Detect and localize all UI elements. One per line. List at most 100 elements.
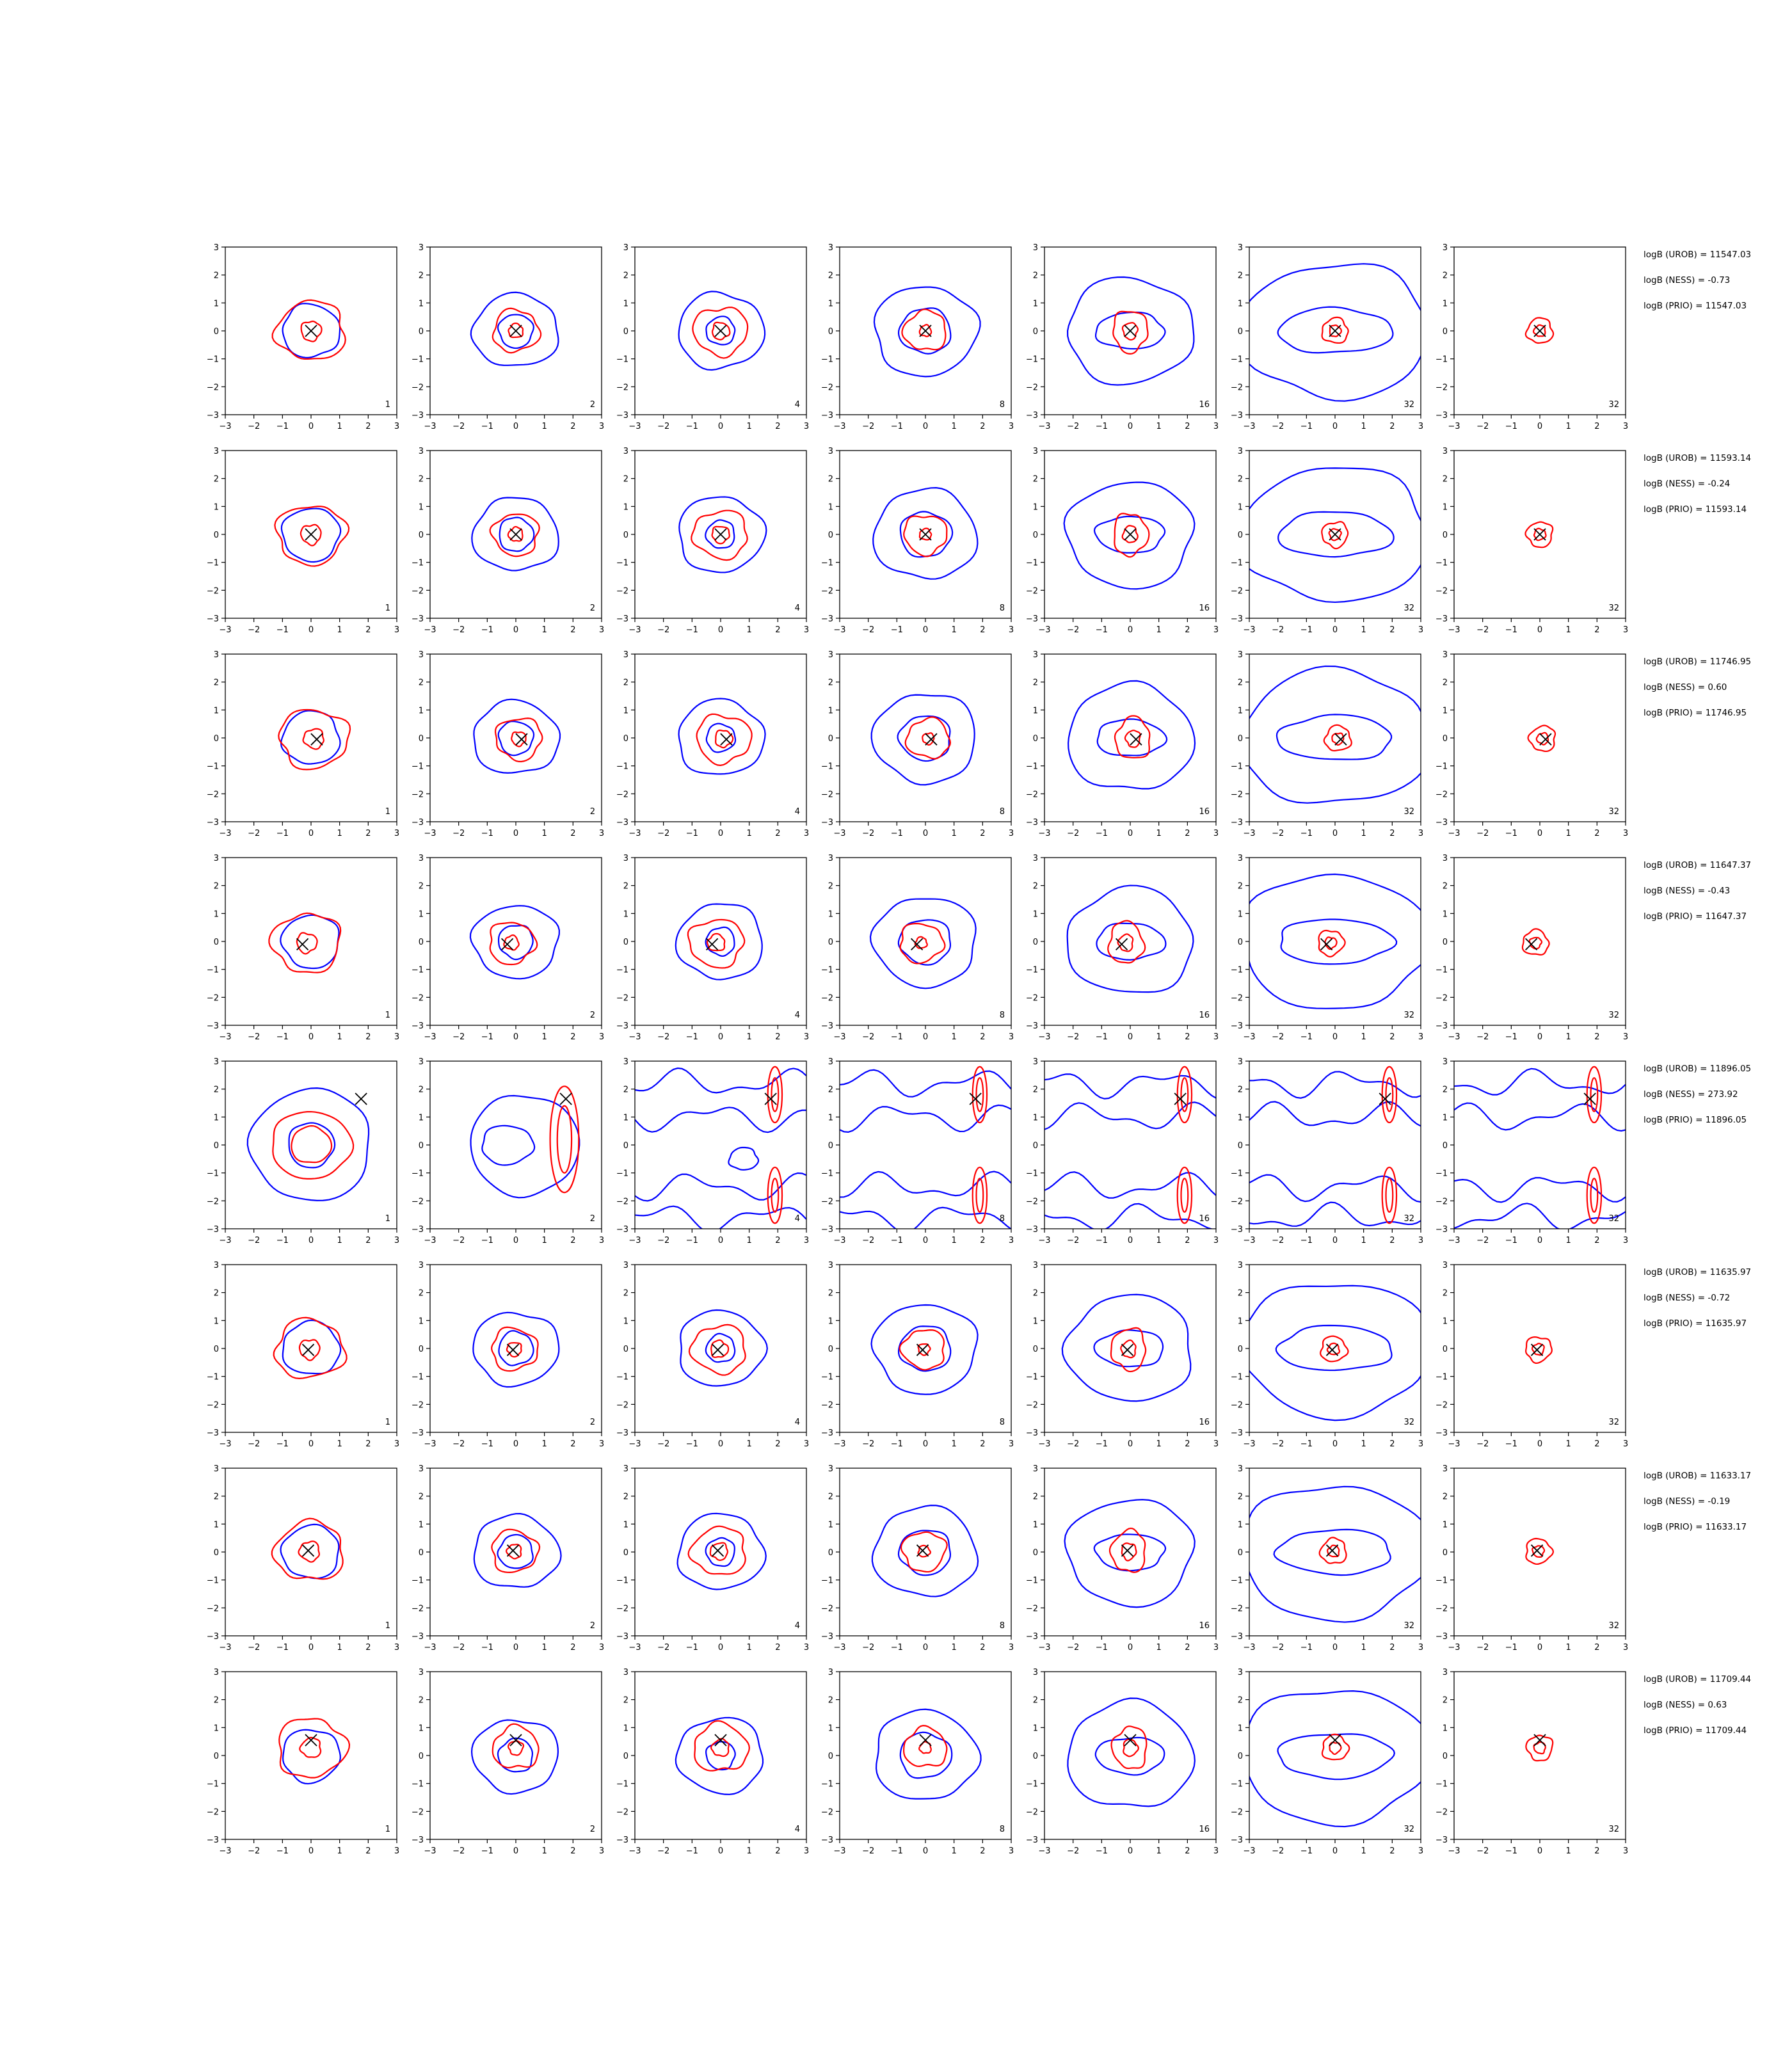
axes-frame [1453,857,1626,1026]
red-contour [771,1077,780,1112]
red-contour [1385,1077,1394,1112]
plot-area [872,487,979,580]
y-tick-label: 0 [1033,1752,1038,1761]
x-tick-label: −3 [833,422,845,431]
y-tick-label: 1 [1443,502,1448,512]
x-tick-label: 3 [1213,625,1219,635]
y-tick-label: 0 [1033,1548,1038,1558]
plot-area [1521,928,1550,956]
y-tick-label: 0 [214,1752,219,1761]
red-contour [299,1736,322,1758]
x-tick-label: −3 [1243,1236,1255,1245]
panel-r8-c2: −3−3 −2 −2 −1 −1 0 0 1 1 2 2 3 3 2 [412,1668,604,1856]
plot-area [274,506,350,567]
stat-line: logB (NESS) = -0.43 [1644,886,1731,896]
y-tick-label: −2 [1026,383,1038,392]
y-tick-label: 3 [419,243,424,253]
red-contour [694,1720,750,1772]
x-tick-label: 2 [1185,625,1190,635]
x-tick-label: −3 [1038,1032,1050,1042]
y-tick-label: 3 [419,1464,424,1474]
red-contour [692,307,749,359]
red-contour [904,716,952,760]
panel-r1-c7: −3−3 −2 −2 −1 −1 0 0 1 1 2 2 3 3 32 [1436,243,1628,431]
true-position-marker [1320,938,1333,951]
y-tick-label: −1 [1436,559,1448,568]
y-tick-label: −3 [821,1836,833,1845]
x-tick-label: 1 [337,1439,342,1449]
true-position-marker [310,733,323,746]
blue-contour [840,1069,1011,1098]
true-position-marker [916,1343,929,1356]
red-contour [503,934,520,951]
stat-line: logB (PRIO) = 11633.17 [1644,1522,1747,1532]
x-tick-label: −3 [424,829,436,838]
axes-frame [634,653,807,822]
red-contour [274,506,350,567]
red-contour [899,922,946,964]
y-tick-label: 3 [419,447,424,456]
axes-frame [429,653,602,822]
y-tick-label: −2 [207,1400,219,1410]
x-tick-label: 2 [775,1439,780,1449]
x-tick-label: 2 [570,1439,575,1449]
y-tick-label: 2 [419,1492,424,1502]
axes-frame [225,1671,397,1840]
x-tick-label: −3 [1448,1236,1460,1245]
x-tick-label: 1 [1361,1643,1366,1652]
y-tick-label: −3 [1231,818,1243,828]
x-tick-label: −3 [1448,829,1460,838]
x-tick-label: 1 [1156,829,1162,838]
y-tick-label: −2 [207,790,219,799]
x-tick-label: 3 [1213,1439,1219,1449]
red-contour [1535,732,1549,746]
x-tick-label: 3 [394,1032,399,1042]
y-tick-label: 0 [214,1141,219,1151]
red-contour [1318,1537,1347,1564]
red-contour [1108,1527,1146,1573]
plot-area [1061,1293,1192,1402]
y-tick-label: −3 [1026,411,1038,420]
axes-frame [839,1264,1012,1433]
red-contour [298,1540,320,1563]
x-tick-label: −3 [833,1032,845,1042]
x-tick-label: −1 [1505,1236,1517,1245]
y-tick-label: −1 [207,1169,219,1179]
y-tick-label: −2 [616,383,628,392]
x-tick-label: 2 [1389,625,1395,635]
red-contour [489,922,538,966]
blue-contour [1064,1499,1196,1608]
panel-label: 2 [590,1825,595,1834]
axes-frame [1044,1264,1217,1433]
true-position-marker [1115,938,1128,951]
y-tick-label: −1 [821,1780,833,1789]
blue-contour [705,316,736,346]
blue-contour [897,1325,952,1372]
panel-r7-c7: −3−3 −2 −2 −1 −1 0 0 1 1 2 2 3 3 32 [1436,1464,1628,1652]
y-tick-label: 2 [419,1085,424,1095]
x-tick-label: 3 [1009,422,1014,431]
axes-frame [1453,653,1626,822]
x-tick-label: −2 [1067,1236,1079,1245]
x-tick-label: 2 [775,1846,780,1856]
red-contour [271,1517,344,1580]
plot-area [470,291,559,366]
blue-contour [1280,918,1398,965]
blue-contour [469,905,560,980]
red-contour [918,527,932,541]
y-tick-label: 2 [623,882,628,892]
y-tick-label: 0 [214,327,219,337]
y-tick-label: 3 [623,1668,628,1677]
stats-block: logB (UROB) = 11633.17 logB (NESS) = -0.1… [1644,1471,1784,1548]
red-contour [1323,724,1352,752]
y-tick-label: 0 [623,734,628,744]
red-contour [549,1085,580,1194]
red-contour [1319,1335,1349,1363]
true-position-marker [506,1544,520,1557]
x-tick-label: 1 [542,1643,547,1652]
x-tick-label: 3 [1418,422,1423,431]
x-tick-label: −3 [424,1032,436,1042]
y-tick-label: −2 [1026,1400,1038,1410]
stat-line: logB (PRIO) = 11593.14 [1644,504,1747,515]
y-tick-label: 2 [214,1696,219,1706]
